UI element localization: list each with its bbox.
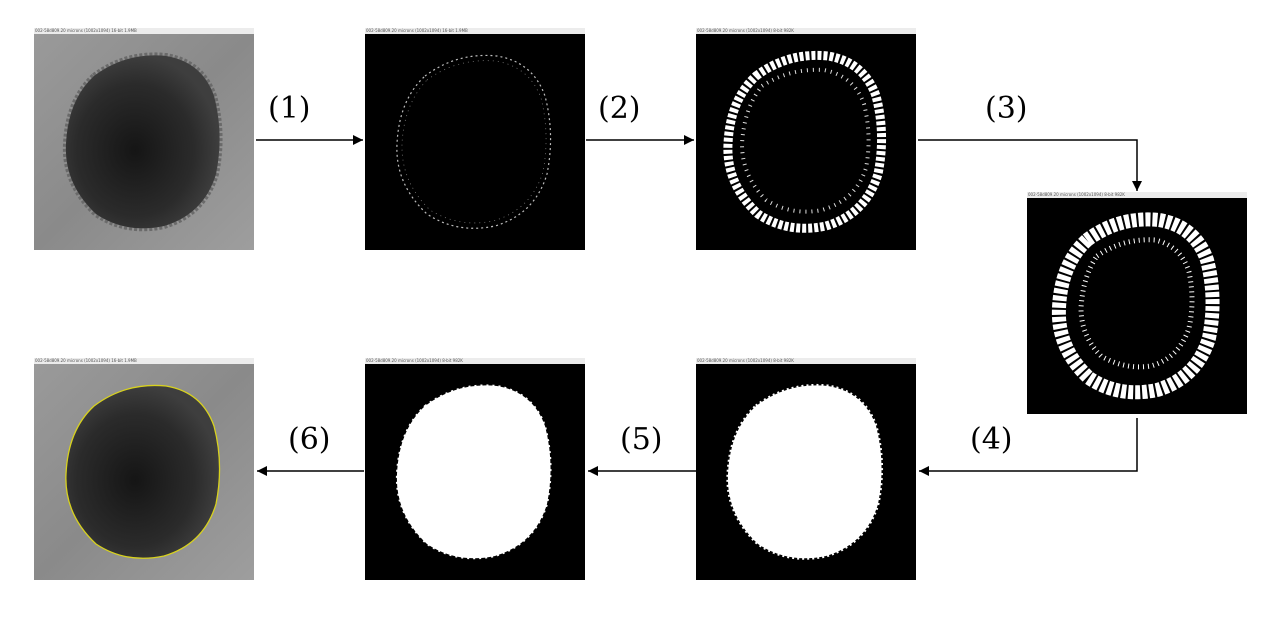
original-spheroid-image — [34, 34, 254, 250]
cleaned-mask-image — [365, 364, 585, 580]
panel-caption: 002-58d809.20 microns (1002x1094) 8-bit … — [696, 28, 916, 34]
edge-detected-image — [365, 34, 585, 250]
arrow-step-4 — [919, 418, 1138, 476]
thresholded-image — [1027, 198, 1247, 414]
panel-thresholded: 002-58d809.20 microns (1002x1094) 8-bit … — [1027, 192, 1247, 414]
panel-original-image: 002-58d809.20 microns (1002x1094) 16-bit… — [34, 28, 254, 250]
panel-caption: 002-58d809.20 microns (1002x1094) 16-bit… — [34, 28, 254, 34]
contour-overlay-image — [34, 364, 254, 580]
panel-filled-mask: 002-58d809.20 microns (1002x1094) 8-bit … — [696, 358, 916, 580]
panel-cleaned-mask: 002-58d809.20 microns (1002x1094) 8-bit … — [365, 358, 585, 580]
panel-caption: 002-58d809.20 microns (1002x1094) 8-bit … — [1027, 192, 1247, 198]
panel-caption: 002-58d809.20 microns (1002x1094) 16-bit… — [34, 358, 254, 364]
step-label-1: (1) — [268, 91, 311, 126]
step-label-2: (2) — [598, 91, 641, 126]
filled-mask-image — [696, 364, 916, 580]
panel-caption: 002-58d809.20 microns (1002x1094) 8-bit … — [696, 358, 916, 364]
panel-edge-detection: 002-58d809.20 microns (1002x1094) 16-bit… — [365, 28, 585, 250]
panel-contour-overlay: 002-58d809.20 microns (1002x1094) 16-bit… — [34, 358, 254, 580]
step-label-5: (5) — [620, 422, 663, 457]
dilated-edges-image — [696, 34, 916, 250]
step-label-6: (6) — [288, 422, 331, 457]
panel-caption: 002-58d809.20 microns (1002x1094) 8-bit … — [365, 358, 585, 364]
panel-caption: 002-58d809.20 microns (1002x1094) 16-bit… — [365, 28, 585, 34]
panel-dilated-edges: 002-58d809.20 microns (1002x1094) 8-bit … — [696, 28, 916, 250]
arrow-step-3 — [918, 139, 1142, 191]
step-label-4: (4) — [970, 422, 1013, 457]
step-label-3: (3) — [985, 91, 1028, 126]
contour-line — [65, 384, 221, 559]
